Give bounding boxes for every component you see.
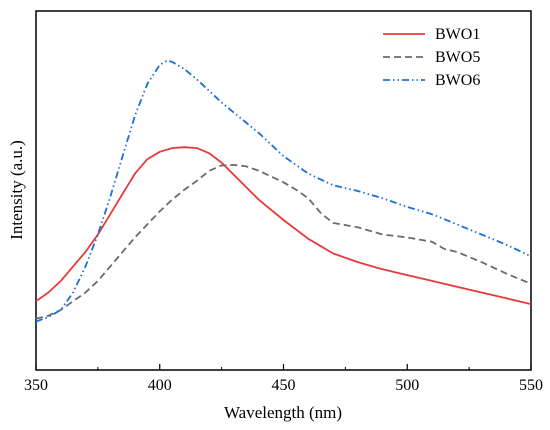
legend: BWO1 BWO5 BWO6 <box>383 26 480 89</box>
x-tick-label: 400 <box>148 377 172 394</box>
legend-label-bwo1: BWO1 <box>435 26 480 43</box>
series-line-bwo5 <box>35 163 532 320</box>
legend-label-bwo5: BWO5 <box>435 49 480 66</box>
y-axis-title: Intensity (a.u.) <box>7 140 26 240</box>
x-tick-label: 450 <box>272 377 296 394</box>
x-tick-label: 350 <box>24 377 48 394</box>
series-layer <box>35 59 532 323</box>
series-line-bwo6 <box>35 59 532 323</box>
x-axis-title: Wavelength (nm) <box>224 403 342 422</box>
series-line-bwo1 <box>35 146 532 305</box>
x-ticks: 350 400 450 500 550 <box>24 364 543 394</box>
legend-label-bwo6: BWO6 <box>435 72 480 89</box>
x-tick-label: 500 <box>395 377 419 394</box>
x-tick-label: 550 <box>519 377 543 394</box>
